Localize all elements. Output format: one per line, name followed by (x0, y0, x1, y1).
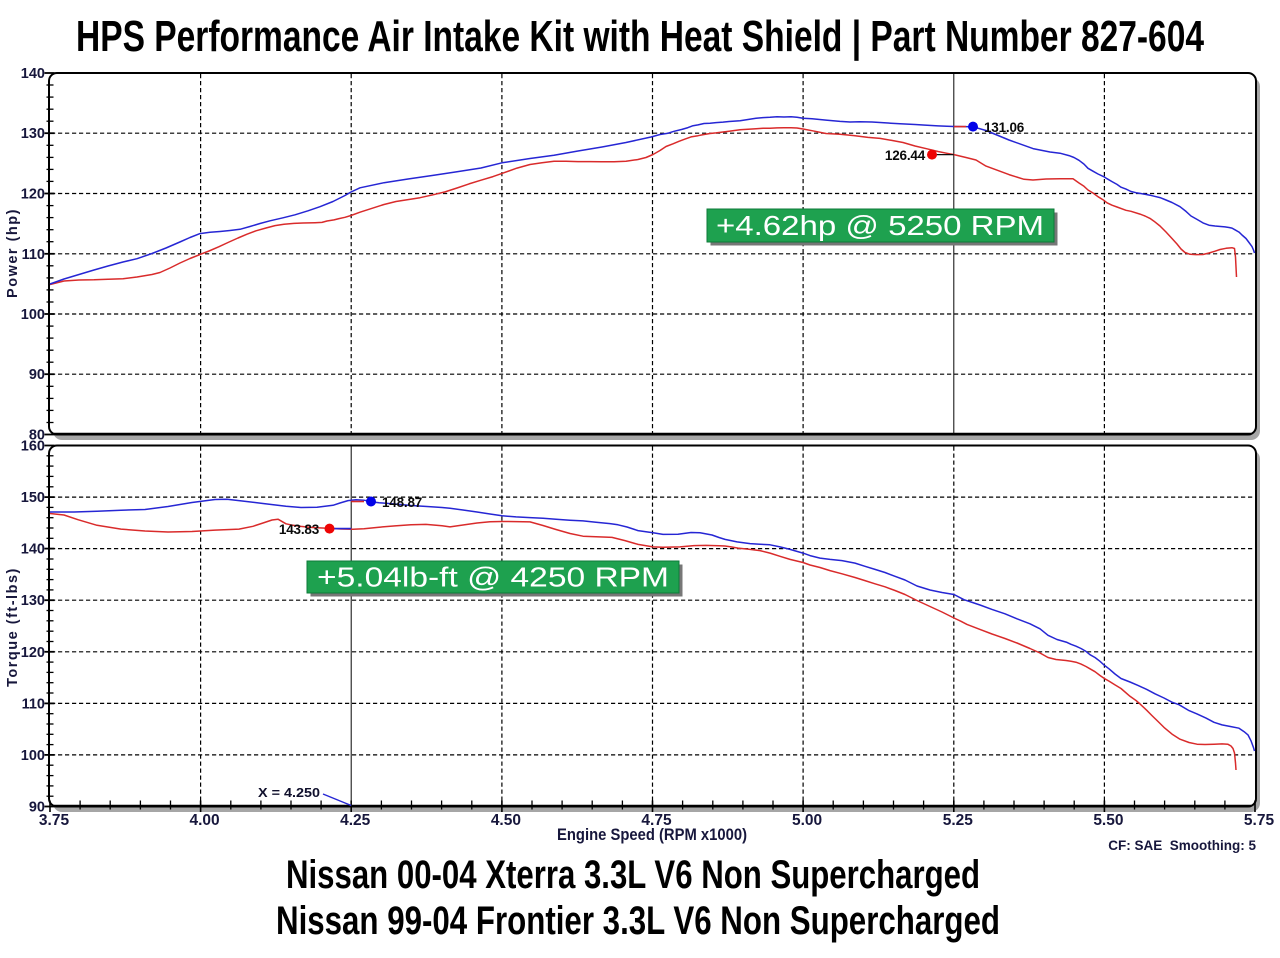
svg-text:120: 120 (21, 645, 45, 661)
svg-text:80: 80 (29, 428, 45, 444)
svg-text:3.75: 3.75 (39, 812, 70, 829)
svg-text:140: 140 (21, 542, 45, 558)
svg-text:130: 130 (21, 126, 45, 142)
svg-text:4.00: 4.00 (190, 812, 220, 829)
svg-text:+4.62hp @ 5250 RPM: +4.62hp @ 5250 RPM (716, 210, 1044, 241)
svg-text:5.75: 5.75 (1244, 812, 1275, 829)
svg-text:CF: SAE Smoothing: 5: CF: SAE Smoothing: 5 (1108, 838, 1256, 853)
svg-text:143.83: 143.83 (279, 522, 320, 537)
svg-text:126.44: 126.44 (885, 148, 926, 163)
svg-text:5.25: 5.25 (943, 812, 974, 829)
svg-text:130: 130 (21, 593, 45, 609)
svg-text:4.75: 4.75 (641, 812, 672, 829)
svg-text:131.06: 131.06 (984, 120, 1025, 135)
svg-text:Nissan 99-04 Frontier 3.3L V6: Nissan 99-04 Frontier 3.3L V6 Non Superc… (276, 899, 1000, 943)
svg-text:Nissan 00-04 Xterra 3.3L V6 No: Nissan 00-04 Xterra 3.3L V6 Non Supercha… (286, 853, 980, 897)
svg-text:5.00: 5.00 (792, 812, 822, 829)
svg-text:Engine Speed (RPM x1000): Engine Speed (RPM x1000) (557, 825, 747, 844)
svg-text:Torque (ft-lbs): Torque (ft-lbs) (5, 567, 21, 687)
svg-text:+5.04lb-ft @ 4250 RPM: +5.04lb-ft @ 4250 RPM (317, 562, 669, 593)
svg-text:HPS Performance Air Intake Kit: HPS Performance Air Intake Kit with Heat… (76, 12, 1204, 62)
svg-text:140: 140 (21, 66, 45, 82)
svg-text:100: 100 (21, 748, 45, 764)
svg-text:120: 120 (21, 187, 45, 203)
svg-text:90: 90 (29, 800, 45, 816)
svg-text:Power (hp): Power (hp) (5, 208, 21, 298)
svg-text:110: 110 (22, 696, 45, 712)
svg-text:160: 160 (21, 439, 45, 455)
svg-text:150: 150 (21, 490, 45, 506)
svg-text:4.25: 4.25 (340, 812, 371, 829)
svg-text:100: 100 (21, 307, 45, 323)
svg-text:90: 90 (29, 367, 45, 383)
svg-text:110: 110 (22, 247, 45, 263)
svg-text:5.50: 5.50 (1093, 812, 1123, 829)
svg-text:148.87: 148.87 (382, 495, 422, 510)
svg-text:X = 4.250: X = 4.250 (258, 786, 320, 800)
svg-text:4.50: 4.50 (491, 812, 521, 829)
